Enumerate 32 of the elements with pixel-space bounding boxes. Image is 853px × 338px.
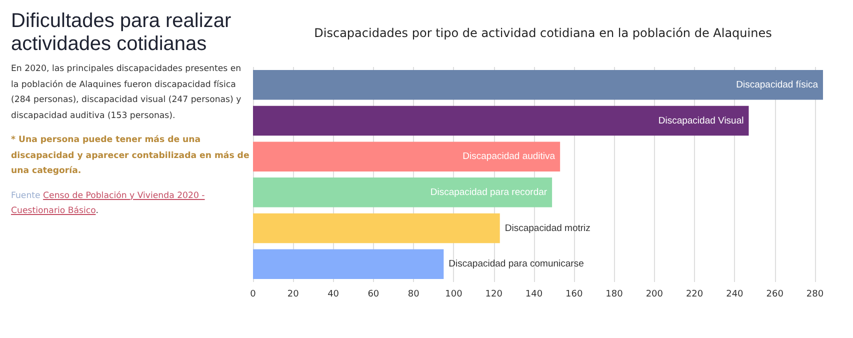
- bar: [253, 249, 444, 279]
- chart-subtitle: Discapacidades por tipo de actividad cotidiana en la población de Alaquines: [314, 26, 772, 40]
- x-tick-label: 200: [646, 290, 664, 300]
- bar: [253, 178, 552, 208]
- chart-title: Dificultades para realizar actividades cotidianas: [11, 10, 232, 56]
- y-tick-label: Discapacidad física: [736, 79, 819, 90]
- x-tick-label: 100: [445, 290, 463, 300]
- x-tick-label: 60: [368, 290, 380, 300]
- y-tick-label: Discapacidad para recordar: [430, 186, 548, 198]
- y-tick-label: Discapacidad auditiva: [462, 151, 556, 162]
- x-tick-label: 120: [485, 290, 503, 300]
- y-tick-label: Discapacidad motriz: [504, 222, 591, 234]
- text: * Una persona puede tener más de una discapacidad y aparecer contabilizada en más de una categoría.: [11, 134, 250, 178]
- text: En 2020, las principales discapacidades presentes en la población de Alaquines fueron discapacidad física (284 personas), discapacidad visual (247 personas) y discapacidad auditiva (153 personas).: [11, 63, 242, 122]
- x-tick-label: 240: [726, 290, 744, 300]
- x-tick-label: 220: [686, 290, 704, 300]
- x-tick-label: 260: [766, 290, 784, 300]
- bar: [253, 106, 749, 136]
- x-tick-label: 0: [250, 290, 256, 300]
- x-tick-label: 280: [806, 290, 824, 300]
- x-tick-label: 140: [525, 290, 543, 300]
- bar: [253, 70, 823, 100]
- y-tick-label: Discapacidad para comunicarse: [448, 258, 584, 270]
- x-tick-label: 180: [606, 290, 624, 300]
- x-tick-label: 40: [328, 290, 340, 300]
- x-tick-label: 160: [566, 290, 583, 300]
- x-tick-label: 20: [287, 290, 300, 300]
- y-tick-label: Discapacidad Visual: [658, 115, 744, 126]
- x-tick-label: 80: [408, 290, 420, 300]
- bar: [253, 213, 500, 244]
- source-note: Fuente Censo de Población y Vivienda 2020 - Cuestionario Básico.: [11, 190, 206, 218]
- bar: [253, 142, 560, 172]
